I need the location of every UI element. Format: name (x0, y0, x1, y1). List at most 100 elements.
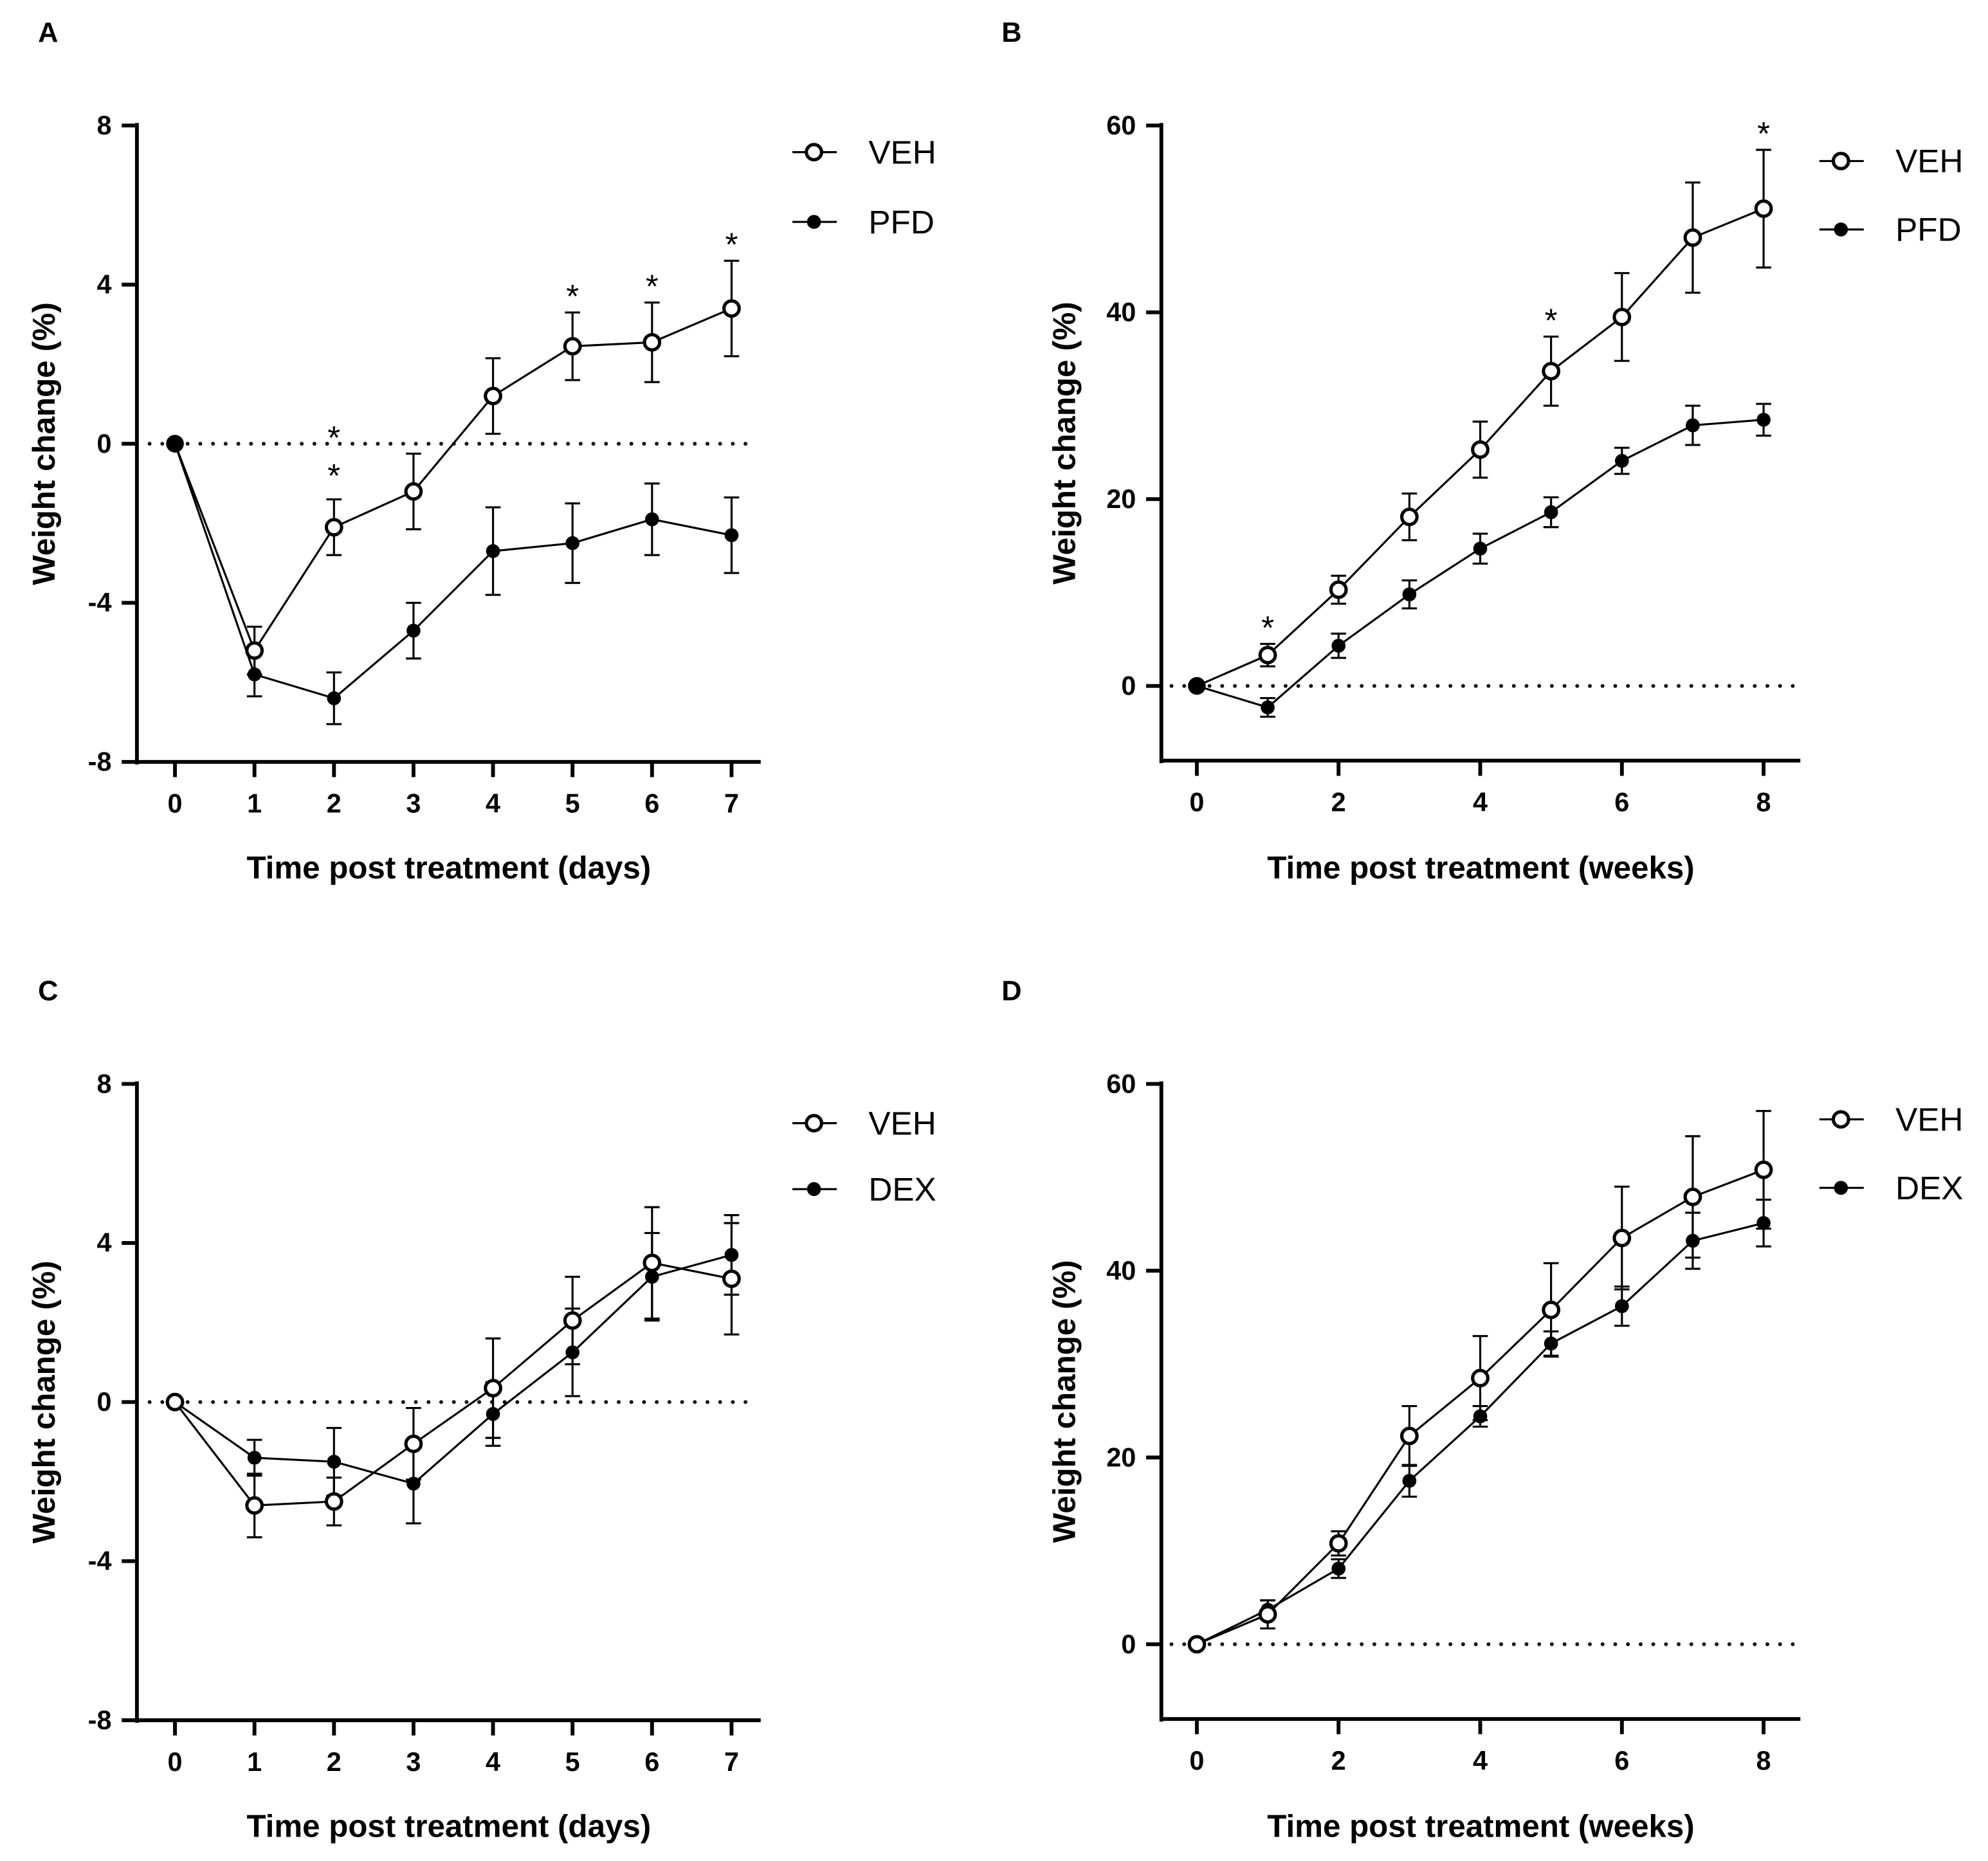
x-tick-label: 2 (1331, 788, 1346, 817)
x-tick-label: 3 (406, 789, 421, 819)
legend-label: DEX (868, 1171, 936, 1208)
series-pfd (166, 435, 740, 725)
x-tick-label: 4 (486, 789, 500, 819)
data-point-filled (1473, 541, 1488, 556)
panel-label: A (38, 17, 58, 48)
data-point-open (643, 332, 662, 352)
x-axis-label: Time post treatment (days) (246, 1808, 651, 1844)
legend-label: PFD (1895, 212, 1962, 248)
legend-marker-open (805, 1114, 823, 1133)
y-tick-label: 40 (1106, 297, 1136, 327)
data-point-open (1612, 1228, 1632, 1248)
data-point-filled (1402, 587, 1417, 602)
x-axis-label: Time post treatment (days) (246, 850, 651, 885)
legend-label: DEX (1895, 1170, 1963, 1206)
x-tick-label: 7 (724, 789, 739, 819)
x-axis-label: Time post treatment (weeks) (1267, 850, 1694, 885)
data-point-open (484, 386, 502, 406)
x-tick-label: 2 (327, 789, 342, 819)
y-tick-label: -8 (88, 747, 112, 777)
x-tick-label: 3 (406, 1747, 421, 1777)
x-tick-label: 0 (1189, 1746, 1204, 1775)
legend-label: VEH (1895, 1101, 1963, 1138)
panel-label: C (38, 976, 58, 1006)
legend-entry-veh: VEH (792, 134, 936, 170)
legend-label: VEH (868, 1105, 936, 1141)
data-point-open (1542, 1300, 1561, 1320)
x-tick-label: 2 (1331, 1746, 1346, 1775)
y-tick-label: 20 (1106, 1442, 1136, 1472)
data-point-open (245, 1496, 264, 1515)
x-tick-label: 0 (168, 789, 183, 819)
x-tick-label: 6 (1614, 1746, 1629, 1775)
legend-entry-veh: VEH (1819, 1101, 1963, 1138)
legend-marker-filled (807, 1182, 821, 1196)
x-tick-label: 2 (327, 1747, 342, 1777)
x-tick-label: 4 (486, 1747, 500, 1777)
series-veh (1196, 149, 1773, 687)
data-point-open (722, 299, 741, 318)
data-point-open (1683, 1187, 1702, 1206)
data-point-open (404, 1434, 423, 1453)
x-tick-label: 1 (247, 1747, 262, 1777)
legend-entry-veh: VEH (1819, 143, 1963, 179)
data-point-open (1542, 361, 1561, 381)
y-tick-label: 4 (96, 269, 111, 299)
panel-c: C -8 -4 0 4 8 0 1 2 3 4 5 6 7 Time post treatment (day… (26, 976, 936, 1844)
data-point-filled (1402, 1473, 1417, 1488)
legend-entry-pfd: PFD (792, 204, 935, 241)
legend-label: VEH (868, 134, 936, 170)
data-point-open (1471, 440, 1490, 459)
significance-marker: * (1757, 115, 1770, 152)
y-axis-label: Weight change (%) (1047, 302, 1082, 585)
data-point-open (324, 1492, 343, 1511)
data-point-open (722, 1269, 741, 1288)
significance-marker: * (646, 268, 659, 305)
series-dex (1190, 1199, 1771, 1651)
y-tick-label: 0 (96, 429, 111, 458)
data-point-filled (327, 691, 342, 705)
series-pfd (1188, 403, 1771, 718)
data-point-open (1400, 507, 1419, 527)
x-tick-label: 6 (1614, 788, 1629, 817)
series-veh (174, 259, 741, 676)
data-point-open (1754, 1160, 1773, 1179)
panel-b: B 0 20 40 60 0 2 4 6 8 Time post treatment (weeks)… (1001, 17, 1963, 885)
data-point-filled (406, 623, 421, 638)
legend-label: VEH (1895, 143, 1963, 179)
y-tick-label: -4 (88, 1547, 112, 1576)
data-point-filled (1756, 412, 1771, 427)
data-point-filled (1614, 1299, 1629, 1314)
data-point-open (1612, 307, 1632, 327)
data-point-open (1400, 1426, 1419, 1446)
panel-label: B (1001, 17, 1021, 48)
panel-d: D 0 20 40 60 0 2 4 6 8 Time post treatment (weeks)… (1001, 976, 1963, 1844)
data-point-open (324, 518, 343, 537)
x-tick-label: 6 (644, 1747, 659, 1777)
series-line (174, 1253, 732, 1485)
x-tick-label: 7 (724, 1747, 739, 1777)
y-tick-label: 60 (1106, 111, 1136, 140)
legend-entry-dex: DEX (1819, 1170, 1963, 1206)
x-axis-label: Time post treatment (weeks) (1267, 1808, 1694, 1844)
y-tick-label: 60 (1106, 1069, 1136, 1098)
x-tick-label: 0 (168, 1747, 183, 1777)
legend-marker-filled (807, 215, 821, 229)
significance-marker: * (327, 419, 340, 456)
legend-entry-veh: VEH (792, 1105, 936, 1141)
data-point-filled (644, 512, 659, 527)
y-tick-label: 0 (1121, 671, 1136, 700)
data-point-open (1683, 228, 1702, 247)
data-point-open (484, 1379, 502, 1398)
y-tick-label: 0 (1121, 1630, 1136, 1659)
panel-label: D (1001, 976, 1021, 1006)
data-point-filled (247, 1451, 262, 1465)
data-point-filled (1331, 639, 1346, 653)
x-tick-label: 5 (565, 1747, 580, 1777)
data-point-open (1329, 580, 1348, 599)
series-line (174, 443, 732, 700)
series-line (174, 1262, 732, 1507)
data-point-open (165, 1392, 185, 1412)
y-tick-label: -4 (88, 588, 112, 617)
series-veh (1196, 1110, 1773, 1646)
